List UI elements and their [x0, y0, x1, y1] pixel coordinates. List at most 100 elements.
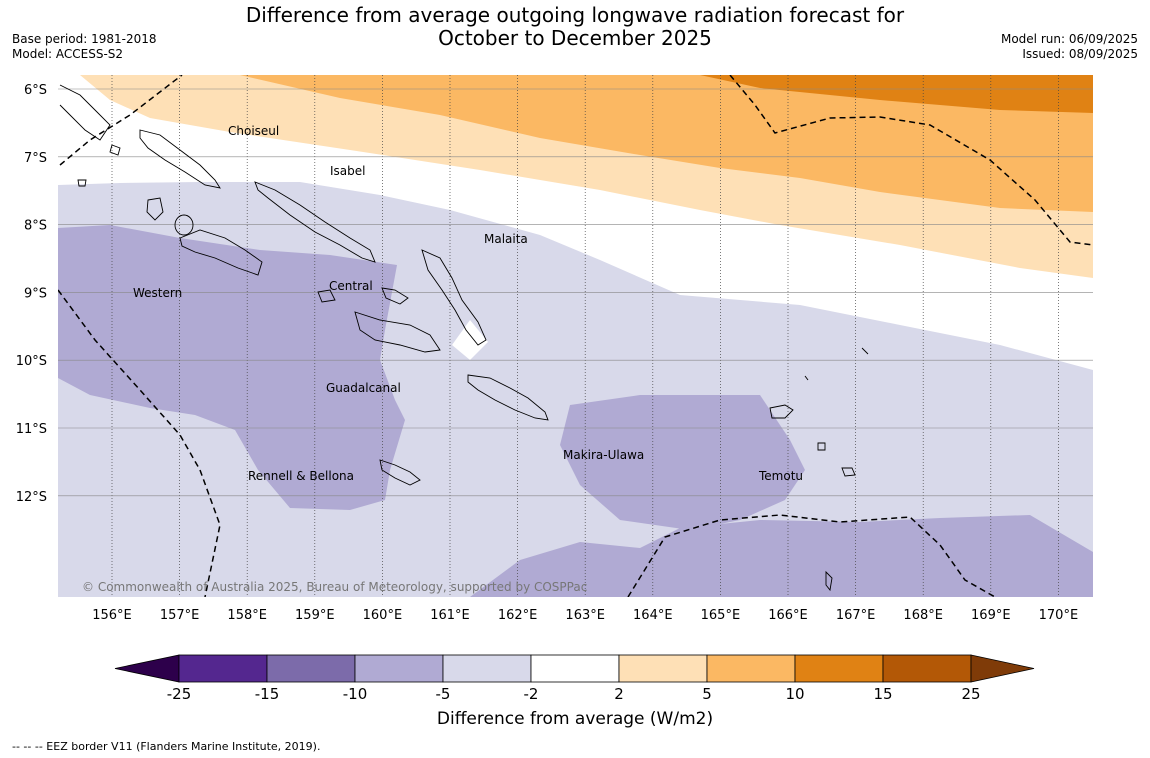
island-kolombangara — [174, 214, 194, 236]
map-grid — [58, 75, 1093, 597]
island-makira — [467, 374, 549, 421]
island-duff — [861, 347, 869, 355]
island-isabel — [254, 181, 376, 263]
meta-right: Model run: 06/09/2025 Issued: 08/09/2025 — [1001, 32, 1138, 62]
lon-label: 170°E — [1039, 608, 1079, 623]
meta-left: Base period: 1981-2018 Model: ACCESS-S2 — [12, 32, 157, 62]
island-guadalcanal — [354, 311, 441, 353]
lon-label: 156°E — [92, 608, 132, 623]
island-reef — [804, 375, 809, 381]
colorbar-tick-label: -5 — [436, 685, 451, 703]
lon-label: 163°E — [565, 608, 605, 623]
olr-band-10-to-15 — [700, 75, 1093, 113]
title-line-2: October to December 2025 — [438, 26, 712, 50]
title-line-1: Difference from average outgoing longwav… — [245, 3, 905, 27]
island-vella-lavella — [146, 197, 164, 221]
lon-label: 157°E — [160, 608, 200, 623]
island-anuta — [825, 570, 833, 592]
colorbar-tick-label: 15 — [873, 685, 892, 703]
lat-label: 11°S — [16, 422, 47, 437]
colorbar-segment — [530, 654, 620, 683]
island-russell — [317, 289, 336, 303]
province-labels: Choiseul Isabel Malaita Western Central Guada… — [133, 124, 803, 483]
lon-label: 160°E — [363, 608, 403, 623]
province-label: Makira-Ulawa — [563, 448, 644, 462]
olr-notch — [452, 320, 488, 360]
lat-label: 6°S — [24, 83, 47, 98]
lat-label: 12°S — [16, 490, 47, 505]
lon-label: 165°E — [701, 608, 741, 623]
issued-date: Issued: 08/09/2025 — [1022, 47, 1138, 61]
island-bougainville — [59, 84, 111, 141]
island-treasury — [77, 179, 87, 187]
province-label: Temotu — [758, 469, 803, 483]
colorbar-segment — [794, 654, 884, 683]
island-santa-cruz — [769, 404, 794, 419]
map-plot-area: © Commonwealth of Australia 2025, Bureau… — [58, 75, 1093, 597]
model-run: Model run: 06/09/2025 — [1000, 32, 1138, 46]
eez-border-ne — [729, 75, 1093, 246]
eez-border-north — [59, 75, 183, 166]
colorbar-tick-label: 10 — [785, 685, 804, 703]
island-choiseul — [139, 129, 221, 189]
latitude-labels: 6°S 7°S 8°S 9°S 10°S 11°S 12°S — [16, 83, 47, 505]
lon-label: 167°E — [836, 608, 876, 623]
island-malaita — [421, 249, 487, 346]
lon-label: 166°E — [768, 608, 808, 623]
olr-band-minus10-to-minus5-west — [58, 225, 405, 510]
colorbar-tick-label: -15 — [255, 685, 280, 703]
province-label: Isabel — [330, 164, 365, 178]
island-new-georgia — [179, 229, 263, 276]
colorbar-tick-label: 5 — [702, 685, 712, 703]
colorbar-extend-high — [970, 654, 1035, 683]
lon-label: 158°E — [227, 608, 267, 623]
province-label: Guadalcanal — [326, 381, 401, 395]
island-vanikoro — [841, 467, 856, 477]
lon-label: 168°E — [903, 608, 943, 623]
lat-label: 9°S — [24, 286, 47, 301]
lon-label: 164°E — [633, 608, 673, 623]
olr-band-5-to-10 — [240, 75, 1093, 212]
olr-band-minus10-to-minus5-south — [470, 515, 1093, 597]
chart-title: Difference from average outgoing longwav… — [230, 4, 920, 50]
province-label: Rennell & Bellona — [248, 469, 354, 483]
province-label: Malaita — [484, 232, 528, 246]
model-name: Model: ACCESS-S2 — [12, 47, 124, 61]
copyright-text: © Commonwealth of Australia 2025, Bureau… — [82, 580, 587, 594]
colorbar-segment — [706, 654, 796, 683]
olr-band-minus10-to-minus5-makira — [560, 395, 805, 530]
lon-label: 159°E — [295, 608, 335, 623]
lat-label: 8°S — [24, 219, 47, 234]
colorbar-tick-label: -25 — [167, 685, 192, 703]
eez-border-west — [58, 289, 221, 597]
island-rennell — [379, 459, 421, 486]
colorbar-tick-label: -10 — [343, 685, 368, 703]
colorbar-segment — [178, 654, 268, 683]
colorbar-segment — [882, 654, 972, 683]
colorbar-segment — [442, 654, 532, 683]
colorbar-segment — [618, 654, 708, 683]
island-shortland — [109, 144, 121, 156]
province-label: Choiseul — [228, 124, 279, 138]
colorbar — [114, 654, 1035, 683]
eez-borders — [58, 75, 1093, 597]
island-florida — [381, 287, 409, 305]
province-label: Central — [329, 279, 373, 293]
colorbar-segment — [266, 654, 356, 683]
colorbar-title: Difference from average (W/m2) — [436, 709, 714, 729]
eez-footer-note: -- -- -- EEZ border V11 (Flanders Marine… — [12, 740, 321, 753]
lon-label: 169°E — [971, 608, 1011, 623]
colorbar-tick-label: -2 — [524, 685, 539, 703]
longitude-labels: 156°E 157°E 158°E 159°E 160°E 161°E 162°E 163°E… — [92, 608, 1078, 623]
colorbar-tick-label: 25 — [961, 685, 980, 703]
lon-label: 161°E — [430, 608, 470, 623]
province-label: Western — [133, 286, 182, 300]
island-utupua — [817, 442, 826, 451]
lon-label: 162°E — [498, 608, 538, 623]
lat-label: 10°S — [16, 354, 47, 369]
lat-label: 7°S — [24, 151, 47, 166]
base-period: Base period: 1981-2018 — [12, 32, 157, 46]
colorbar-extend-low — [114, 654, 180, 683]
coastlines — [59, 84, 869, 592]
